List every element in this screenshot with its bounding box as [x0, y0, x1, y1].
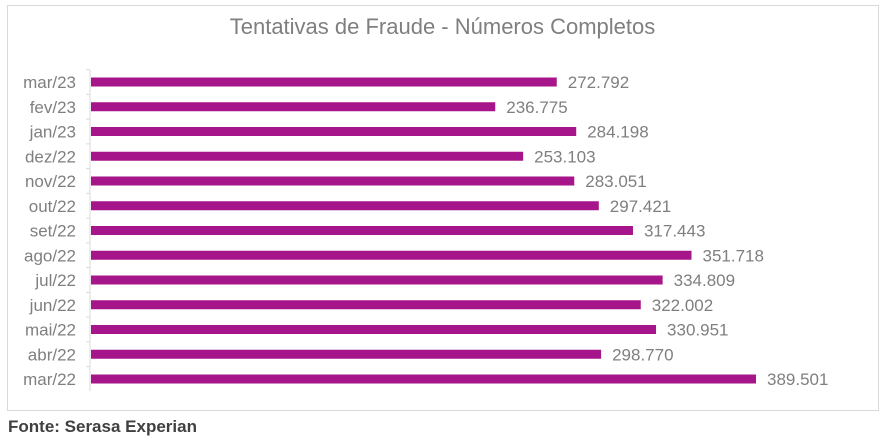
- bar: [91, 151, 524, 161]
- category-label: mar/23: [23, 73, 76, 92]
- data-label: 317.443: [644, 222, 705, 241]
- bar: [91, 77, 557, 87]
- category-label: ago/22: [24, 246, 76, 265]
- bar: [91, 275, 663, 285]
- data-label: 322.002: [652, 296, 713, 315]
- chart-title: Tentativas de Fraude - Números Completos: [229, 14, 656, 39]
- data-label: 330.951: [667, 321, 728, 340]
- data-label: 389.501: [767, 370, 828, 389]
- category-label: jul/22: [34, 271, 76, 290]
- category-label: mar/22: [23, 370, 76, 389]
- data-label: 334.809: [674, 271, 735, 290]
- data-label: 297.421: [610, 197, 671, 216]
- category-label: set/22: [30, 222, 76, 241]
- category-label: fev/23: [30, 98, 76, 117]
- category-label: jan/23: [29, 123, 76, 142]
- bar: [91, 374, 756, 384]
- bar: [91, 102, 496, 112]
- category-label: mai/22: [25, 321, 76, 340]
- bar: [91, 250, 692, 260]
- bar: [91, 201, 599, 211]
- bar: [91, 300, 641, 310]
- data-label: 298.770: [612, 345, 673, 364]
- category-label: out/22: [29, 197, 76, 216]
- data-label: 284.198: [587, 123, 648, 142]
- category-label: dez/22: [25, 147, 76, 166]
- bar: [91, 226, 633, 235]
- data-label: 283.051: [585, 172, 646, 191]
- bar: [91, 325, 657, 334]
- source-note: Fonte: Serasa Experian: [8, 417, 197, 436]
- bar: [91, 349, 602, 359]
- data-label: 253.103: [534, 147, 595, 166]
- category-label: jun/22: [29, 296, 76, 315]
- bar: [91, 176, 575, 186]
- bar: [91, 127, 577, 136]
- data-label: 236.775: [506, 98, 567, 117]
- category-label: nov/22: [25, 172, 76, 191]
- category-label: abr/22: [28, 345, 76, 364]
- data-label: 351.718: [702, 246, 763, 265]
- data-label: 272.792: [568, 73, 629, 92]
